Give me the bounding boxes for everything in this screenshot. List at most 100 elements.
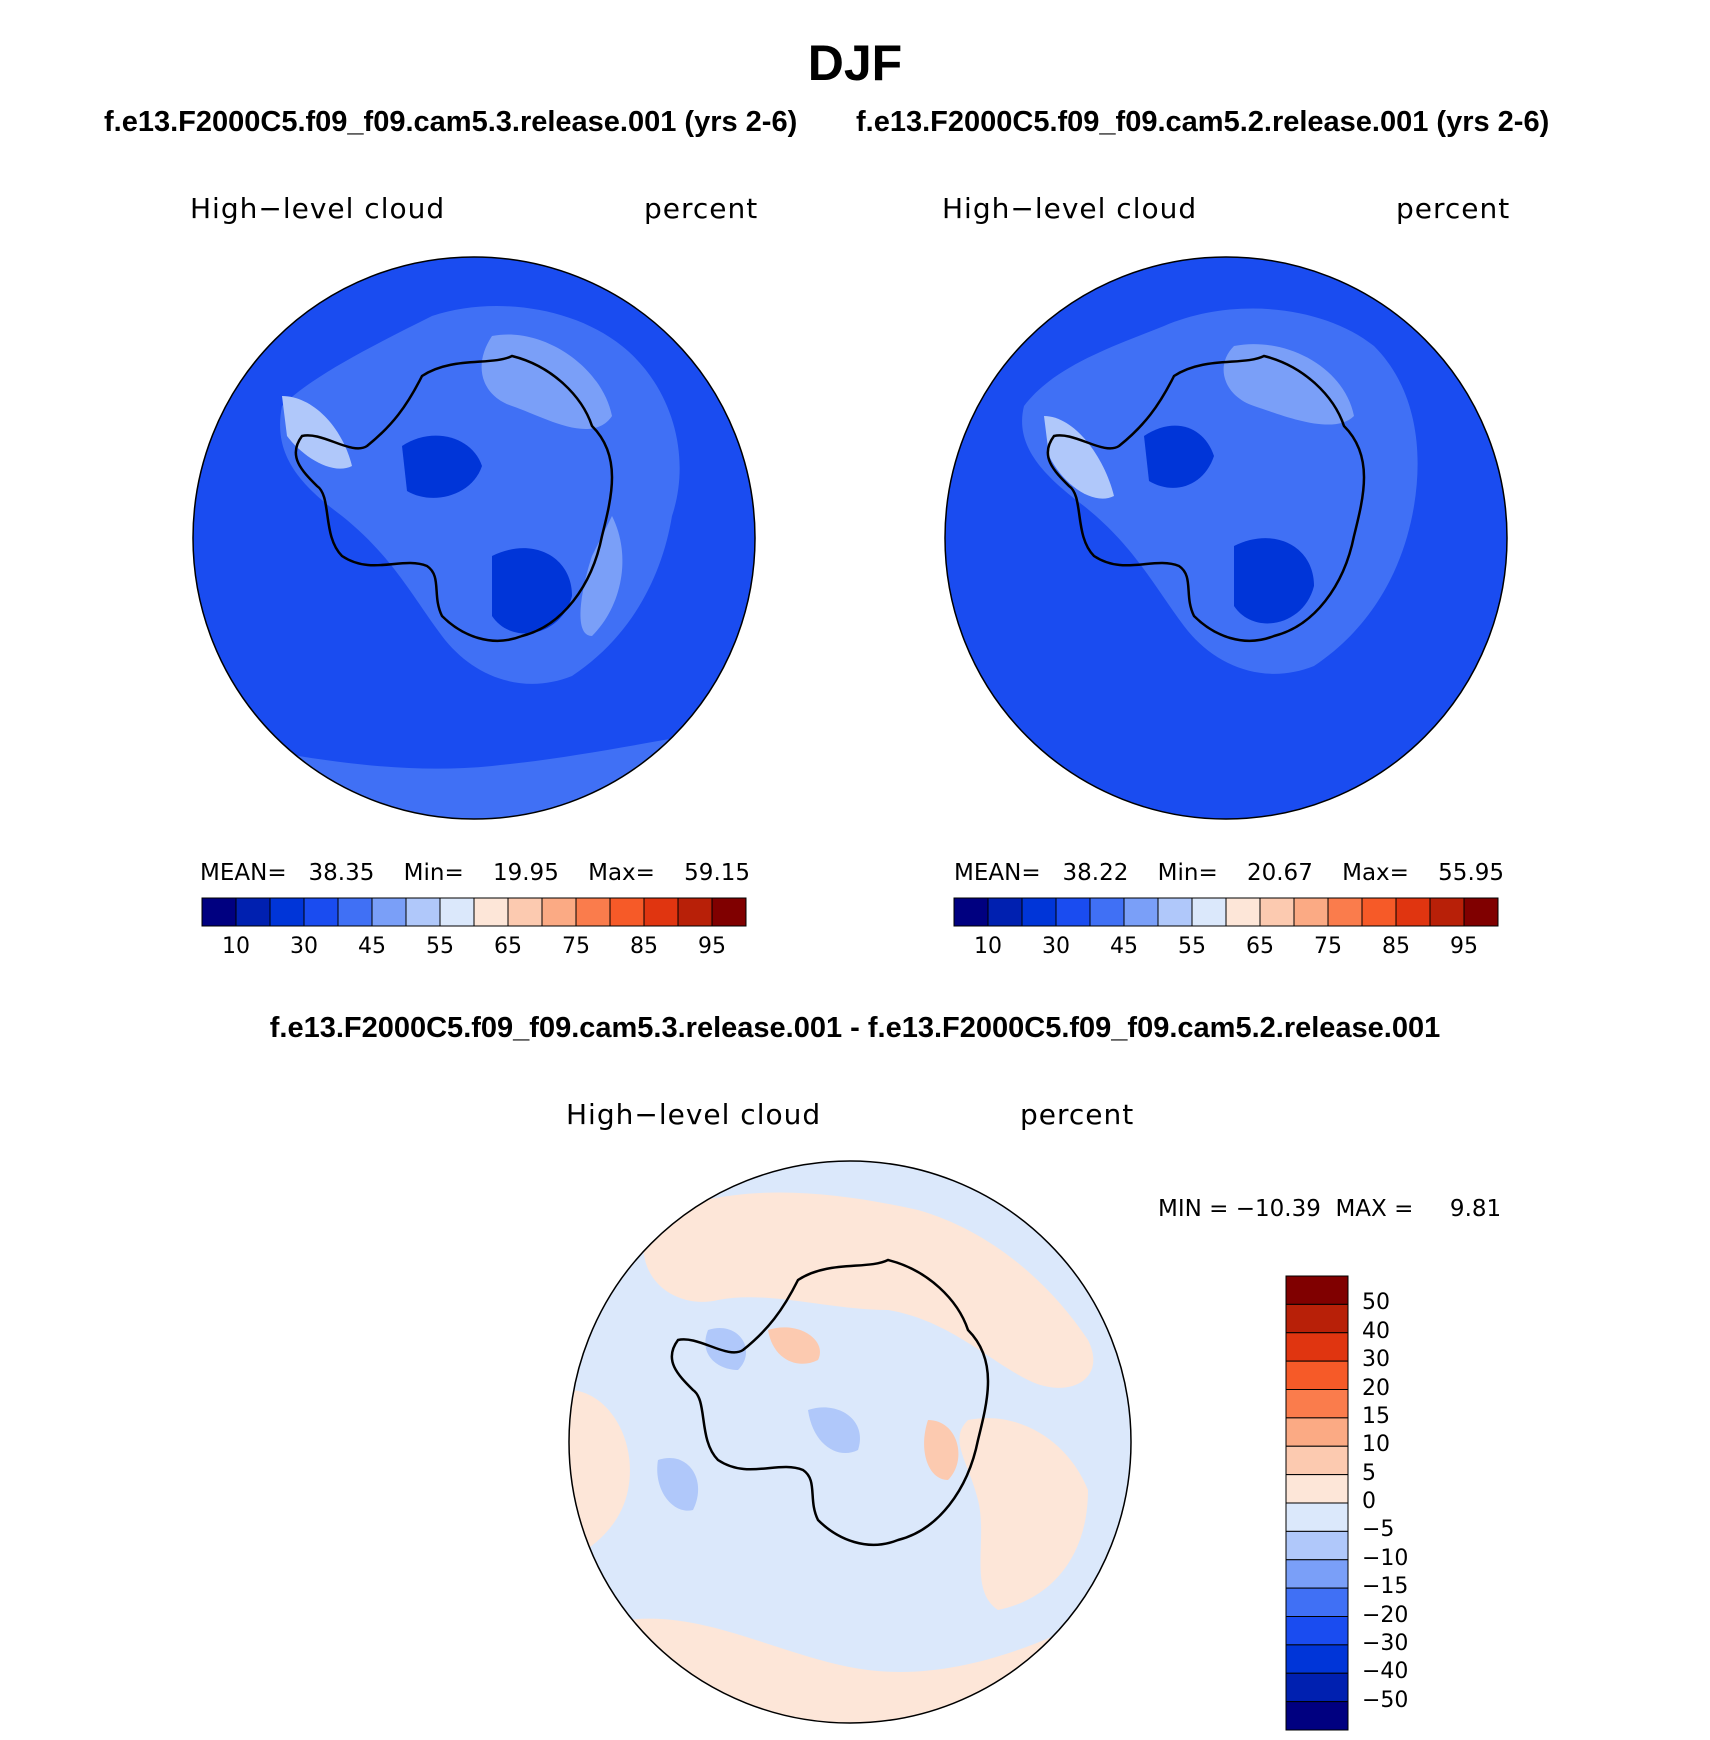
map2-border — [944, 256, 1508, 820]
colorbar-diff-swatch — [1285, 1275, 1349, 1305]
colorbar-panel2-swatch — [987, 897, 1023, 927]
colorbar-panel1-swatch — [303, 897, 339, 927]
colorbar-panel1-tick-label: 55 — [426, 934, 454, 959]
colorbar-panel1-swatch — [473, 897, 509, 927]
panel2-min-label: Min= — [1157, 860, 1218, 886]
map1-shade-dark — [402, 435, 482, 498]
colorbar-panel2-swatch — [1191, 897, 1227, 927]
colorbar-panel1-swatch — [371, 897, 407, 927]
panel1-mean-label: MEAN= — [200, 860, 287, 886]
colorbar-panel1-swatch — [643, 897, 679, 927]
panel1-min: 19.95 — [492, 860, 559, 886]
map-diff — [568, 1160, 1132, 1724]
colorbar-panel2-swatch — [1225, 897, 1261, 927]
colorbar-panel1-swatch — [405, 897, 441, 927]
panel2-max: 55.95 — [1438, 860, 1505, 886]
map2-shade-lighter — [1044, 416, 1114, 499]
colorbar-panel1-tick-label: 85 — [630, 934, 658, 959]
panel2-min: 20.67 — [1246, 860, 1313, 886]
map2-coastline — [1046, 354, 1366, 643]
map1-shade-light2 — [580, 516, 623, 636]
colorbar-panel1-swatch — [711, 897, 747, 927]
diff-pos-east — [959, 1418, 1088, 1610]
colorbar-diff-tick-label: 0 — [1362, 1489, 1376, 1514]
colorbar-diff-swatch — [1285, 1616, 1349, 1646]
diff-pos-spot1 — [768, 1327, 820, 1364]
map-panel2 — [944, 256, 1508, 820]
colorbar-diff-tick-label: −40 — [1362, 1659, 1409, 1685]
panel1-stats: MEAN= 38.35 Min= 19.95 Max= 59.15 — [200, 860, 750, 886]
colorbar-panel2-tick-label: 55 — [1178, 934, 1206, 959]
colorbar-diff-tick-label: 20 — [1362, 1375, 1390, 1401]
colorbar-panel1-swatch — [235, 897, 271, 927]
map1-shade-dark2 — [492, 548, 572, 634]
colorbar-panel2-swatch — [1055, 897, 1091, 927]
colorbar-panel1-swatch — [201, 897, 237, 927]
diff-pos-spot2 — [924, 1420, 959, 1480]
subtitle-left: f.e13.F2000C5.f09_f09.cam5.3.release.001… — [104, 106, 798, 138]
colorbar-panel1-tick-label: 45 — [358, 934, 386, 959]
colorbar-panel2-tick-label: 10 — [974, 934, 1002, 959]
colorbar-diff-swatch — [1285, 1559, 1349, 1589]
colorbar-diff-tick-label: −20 — [1362, 1602, 1409, 1628]
map1-shade-light — [481, 334, 612, 429]
colorbar-panel1-swatch — [439, 897, 475, 927]
colorbar-panel2-swatch — [1327, 897, 1363, 927]
colorbar-panel2-tick-label: 95 — [1450, 934, 1478, 959]
diff-stats: MIN = −10.39 MAX = 9.81 — [1158, 1196, 1502, 1222]
colorbar-diff-tick-label: 30 — [1362, 1347, 1390, 1373]
colorbar-diff-swatch — [1285, 1474, 1349, 1504]
panel1-max: 59.15 — [684, 860, 751, 886]
colorbar-panel1-swatch — [575, 897, 611, 927]
colorbar-diff-swatch — [1285, 1530, 1349, 1561]
panel1-min-label: Min= — [403, 860, 464, 886]
colorbar-panel2 — [953, 897, 1499, 927]
diff-neg-spot1 — [705, 1328, 747, 1370]
colorbar-panel1-tick-label: 10 — [222, 934, 250, 959]
colorbar-panel2-tick-label: 65 — [1246, 934, 1274, 959]
colorbar-diff — [1285, 1275, 1349, 1731]
colorbar-diff-tick-label: 50 — [1362, 1290, 1390, 1316]
colorbar-panel2-swatch — [1157, 897, 1193, 927]
colorbar-panel1-swatch — [541, 897, 577, 927]
map1-shade-lighter — [282, 396, 352, 469]
colorbar-panel2-swatch — [1361, 897, 1397, 927]
colorbar-panel2-swatch — [1463, 897, 1499, 927]
map2-shade-light — [1223, 344, 1354, 425]
diff-neg-spot3 — [657, 1458, 699, 1511]
colorbar-diff-tick-label: −5 — [1362, 1517, 1395, 1543]
colorbar-panel2-tick-label: 85 — [1382, 934, 1410, 959]
colorbar-diff-swatch — [1285, 1417, 1349, 1447]
figure-title: DJF — [807, 35, 903, 91]
colorbar-panel2-labels: 10 30 45 55 65 75 85 95 — [954, 934, 1498, 964]
diff-pos-west — [569, 1390, 630, 1560]
panel2-mean: 38.22 — [1062, 860, 1129, 886]
colorbar-panel2-swatch — [1021, 897, 1057, 927]
map-panel1 — [192, 256, 756, 820]
colorbar-panel2-tick-label: 30 — [1042, 934, 1070, 959]
colorbar-diff-swatch — [1285, 1445, 1349, 1476]
colorbar-diff-tick-label: 15 — [1362, 1403, 1390, 1429]
map1-border — [192, 256, 756, 820]
diff-border — [568, 1160, 1132, 1724]
colorbar-diff-swatch — [1285, 1332, 1349, 1362]
panel1-mean: 38.35 — [308, 860, 375, 886]
panel2-stats: MEAN= 38.22 Min= 20.67 Max= 55.95 — [954, 860, 1504, 886]
colorbar-panel2-swatch — [953, 897, 989, 927]
map1-coastline — [294, 354, 614, 643]
diff-variable: High−level cloud — [566, 1098, 822, 1131]
subtitle-right: f.e13.F2000C5.f09_f09.cam5.2.release.001… — [856, 106, 1550, 138]
colorbar-panel1-tick-label: 95 — [698, 934, 726, 959]
colorbar-panel2-swatch — [1123, 897, 1159, 927]
colorbar-diff-tick-label: −50 — [1362, 1687, 1409, 1713]
colorbar-diff-swatch — [1285, 1644, 1349, 1674]
diff-pos-north — [643, 1192, 1094, 1388]
colorbar-panel2-tick-label: 75 — [1314, 934, 1342, 959]
colorbar-panel2-tick-label: 45 — [1110, 934, 1138, 959]
colorbar-diff-tick-label: 5 — [1362, 1460, 1376, 1486]
colorbar-panel1-tick-label: 75 — [562, 934, 590, 959]
diff-coastline — [670, 1258, 990, 1547]
diff-neg-spot2 — [808, 1407, 860, 1454]
colorbar-panel2-swatch — [1395, 897, 1431, 927]
colorbar-diff-tick-label: 40 — [1362, 1318, 1390, 1344]
